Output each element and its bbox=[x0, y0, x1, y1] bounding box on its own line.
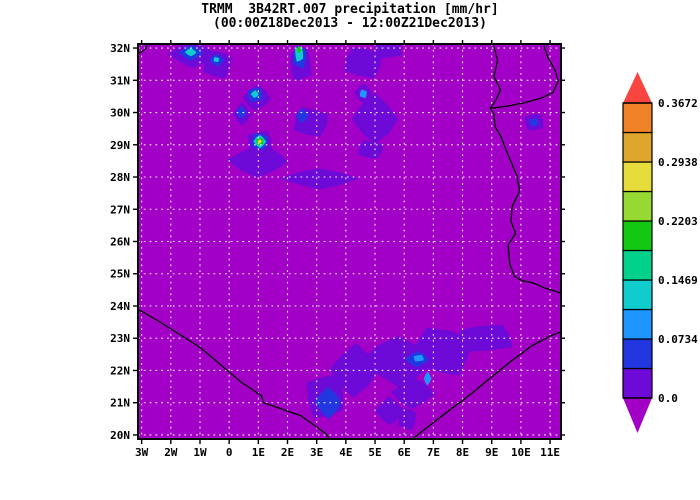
country-border bbox=[489, 44, 561, 294]
precip-blob bbox=[184, 47, 197, 57]
colorbar-tick-label: 0.0734 bbox=[658, 333, 698, 346]
plot-subtitle: (00:00Z18Dec2013 - 12:00Z21Dec2013) bbox=[213, 15, 487, 31]
y-tick-label: 26N bbox=[110, 236, 130, 249]
x-tick-label: 1E bbox=[252, 446, 265, 459]
colorbar-segment bbox=[622, 249, 653, 281]
colorbar: 0.0 0.0734 0.1469 0.2203 0.2938 0.3672 bbox=[622, 72, 698, 433]
colorbar-tick-label: 0.2938 bbox=[658, 156, 698, 169]
precip-blob bbox=[295, 46, 304, 62]
x-tick-label: 8E bbox=[456, 446, 469, 459]
precip-blob bbox=[236, 106, 247, 119]
colorbar-tick-label: 0.0 bbox=[658, 392, 678, 405]
y-tick-label: 28N bbox=[110, 171, 130, 184]
country-border bbox=[138, 44, 149, 55]
axis-ticks bbox=[133, 40, 565, 444]
plot-titles: TRMM 3B42RT.007 precipitation [mm/hr] (0… bbox=[0, 3, 700, 30]
plot-title: TRMM 3B42RT.007 precipitation [mm/hr] bbox=[201, 2, 499, 17]
colorbar-segment bbox=[622, 131, 653, 163]
x-tick-label: 2W bbox=[164, 446, 178, 459]
precip-blob bbox=[213, 57, 220, 63]
x-tick-label: 2E bbox=[281, 446, 294, 459]
colorbar-segment bbox=[622, 161, 653, 193]
country-border bbox=[138, 308, 331, 439]
y-tick-label: 27N bbox=[110, 203, 130, 216]
precip-blob bbox=[391, 377, 436, 410]
precip-blob bbox=[412, 327, 472, 376]
y-tick-label: 32N bbox=[110, 42, 130, 55]
x-tick-label: 9E bbox=[485, 446, 498, 459]
x-tick-label: 7E bbox=[427, 446, 440, 459]
borders-layer bbox=[138, 44, 561, 439]
precip-blob bbox=[351, 92, 399, 145]
x-tick-label: 6E bbox=[398, 446, 411, 459]
y-tick-label: 25N bbox=[110, 268, 130, 281]
colorbar-segment bbox=[622, 338, 653, 370]
country-border bbox=[490, 44, 559, 109]
colorbar-segment bbox=[622, 220, 653, 252]
colorbar-tick-label: 0.1469 bbox=[658, 274, 698, 287]
y-tick-label: 23N bbox=[110, 332, 130, 345]
y-tick-label: 22N bbox=[110, 364, 130, 377]
precip-blob bbox=[423, 371, 432, 386]
y-tick-label: 30N bbox=[110, 107, 130, 120]
precip-layer bbox=[167, 44, 544, 430]
colorbar-tick-label: 0.2203 bbox=[658, 215, 698, 228]
y-tick-label: 21N bbox=[110, 397, 130, 410]
precip-blob bbox=[295, 108, 309, 123]
colorbar-segment bbox=[622, 279, 653, 311]
colorbar-segment bbox=[622, 367, 653, 399]
y-tick-label: 29N bbox=[110, 139, 130, 152]
precip-blob bbox=[413, 354, 424, 362]
precip-blob bbox=[250, 90, 259, 98]
precip-blob bbox=[359, 89, 367, 99]
country-border bbox=[411, 331, 561, 439]
x-tick-label: 0 bbox=[226, 446, 233, 459]
x-tick-label: 10E bbox=[511, 446, 531, 459]
colorbar-segment bbox=[622, 190, 653, 222]
colorbar-segment bbox=[622, 102, 653, 134]
precip-blob bbox=[398, 407, 416, 430]
x-tick-label: 5E bbox=[368, 446, 381, 459]
colorbar-segment bbox=[622, 308, 653, 340]
precip-blob bbox=[315, 386, 342, 420]
x-tick-label: 4E bbox=[339, 446, 352, 459]
x-tick-label: 1W bbox=[193, 446, 207, 459]
x-tick-label: 11E bbox=[540, 446, 560, 459]
precip-blob bbox=[529, 118, 539, 127]
colorbar-tick-label: 0.3672 bbox=[658, 97, 698, 110]
y-tick-label: 24N bbox=[110, 300, 130, 313]
precip-blob bbox=[280, 168, 359, 190]
graticule bbox=[138, 44, 561, 439]
y-tick-label: 31N bbox=[110, 74, 130, 87]
precip-blob bbox=[227, 144, 289, 178]
colorbar-arrow-top bbox=[623, 72, 652, 103]
precip-blob bbox=[297, 46, 302, 54]
axis-labels: 3W 2W 1W 0 1E 2E 3E 4E 5E 6E 7E 8E 9E 10E 11E 20N 21N 22N… bbox=[110, 42, 560, 459]
x-tick-label: 3W bbox=[135, 446, 149, 459]
colorbar-arrow-bottom bbox=[623, 398, 652, 433]
precip-blob bbox=[344, 47, 383, 79]
x-tick-label: 3E bbox=[310, 446, 323, 459]
y-tick-label: 20N bbox=[110, 429, 130, 442]
